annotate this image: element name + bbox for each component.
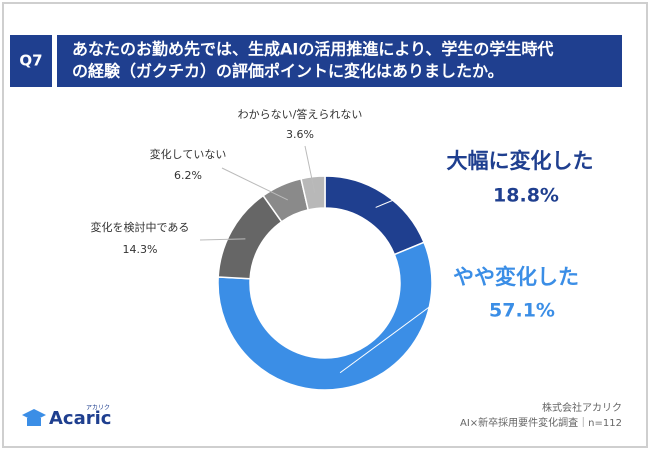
category-label: 大幅に変化した bbox=[447, 149, 594, 173]
leader-line bbox=[339, 287, 456, 374]
footer-survey: AI×新卒採用要件変化調査｜n=112 bbox=[460, 416, 622, 429]
donut-segment bbox=[217, 241, 433, 391]
leader-line bbox=[199, 238, 246, 241]
logo: Acaric アカリク bbox=[22, 405, 111, 429]
value-label: 3.6% bbox=[286, 128, 314, 141]
value-label: 57.1% bbox=[489, 300, 555, 322]
leader-line bbox=[221, 167, 289, 201]
question-number: Q7 bbox=[19, 52, 42, 70]
leader-line bbox=[304, 145, 316, 193]
footer-company: 株式会社アカリク bbox=[542, 401, 622, 414]
chart-title: あなたのお勤め先では、生成AIの活用推進により、学生の学生時代 bbox=[72, 40, 553, 59]
category-label: わからない/答えられない bbox=[238, 107, 363, 121]
value-label: 14.3% bbox=[123, 243, 158, 256]
category-label: やや変化した bbox=[453, 265, 579, 289]
value-label: 6.2% bbox=[174, 169, 202, 182]
category-label: 変化していない bbox=[150, 147, 227, 161]
logo-name: Acaric bbox=[49, 408, 111, 429]
value-label: 18.8% bbox=[493, 185, 559, 207]
chart-title: の経験（ガクチカ）の評価ポイントに変化はありましたか。 bbox=[72, 62, 504, 81]
title-box bbox=[57, 35, 622, 87]
leader-line bbox=[375, 177, 448, 208]
question-box bbox=[10, 35, 52, 87]
logo-icon bbox=[27, 418, 41, 426]
category-label: 変化を検討中である bbox=[91, 220, 190, 234]
logo-kana: アカリク bbox=[86, 405, 110, 412]
donut-segment bbox=[300, 175, 326, 211]
